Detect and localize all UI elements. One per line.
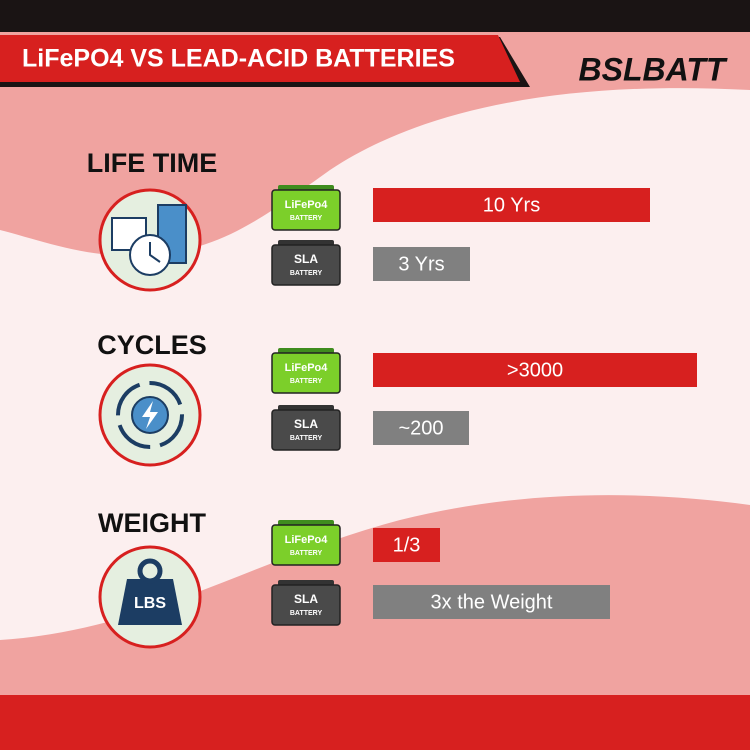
battery-sub: BATTERY [290,215,323,222]
value-bar [373,411,469,445]
value-bar [373,585,610,619]
battery-sub: BATTERY [290,610,323,617]
top-bar [0,0,750,32]
value-label: 3x the Weight [431,591,553,613]
battery-body [271,584,341,626]
icon-bolt [142,401,158,429]
value-label: 3 Yrs [398,253,444,275]
title-banner [0,35,520,82]
battery-sub: BATTERY [290,270,323,277]
battery-sub: BATTERY [290,435,323,442]
battery-body [271,409,341,451]
logo: BSLBATT [579,51,728,87]
value-bar [373,188,650,222]
icon-weight [118,579,182,625]
battery-name: SLA [294,592,318,606]
icon-clock-hands [149,242,161,263]
bottom-bar [0,695,750,750]
value-label: ~200 [398,417,443,439]
icon-cycle [116,381,184,449]
battery-body [271,189,341,231]
battery-name: SLA [294,417,318,431]
battery-body [271,524,341,566]
value-label: 1/3 [393,534,421,556]
battery-sub: BATTERY [290,378,323,385]
icon-handle [137,558,163,584]
battery-name: LiFePo4 [285,534,329,546]
battery-body [271,244,341,286]
value-bar [373,353,697,387]
title: LiFePO4 VS LEAD-ACID BATTERIES [22,45,455,73]
icon-label: LBS [134,595,166,612]
value-label: >3000 [507,359,563,381]
value-label: 10 Yrs [483,194,540,216]
section-title: WEIGHT [98,508,206,538]
content: LIFE TIME LiFePo4 BATTERY 10 Yrs SLA BATTERY 3… [87,148,697,649]
battery-name: LiFePo4 [285,362,329,374]
battery-sub: BATTERY [290,550,323,557]
battery-name: SLA [294,252,318,266]
battery-body [271,352,341,394]
value-bar [373,247,470,281]
battery-name: LiFePo4 [285,199,329,211]
section-title: CYCLES [97,330,207,360]
section-title: LIFE TIME [87,148,218,178]
value-bar [373,528,440,562]
